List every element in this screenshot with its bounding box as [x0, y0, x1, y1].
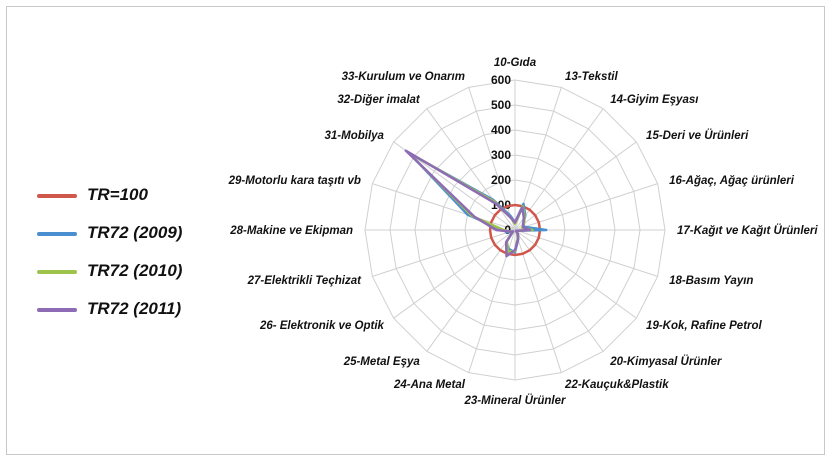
legend-label: TR72 (2009)	[87, 223, 183, 242]
category-label: 29-Motorlu kara taşıtı vb	[228, 175, 361, 187]
category-label: 20-Kimyasal Ürünler	[609, 355, 722, 368]
category-label: 27-Elektrikli Teçhizat	[247, 275, 363, 287]
category-label: 26- Elektronik ve Optik	[259, 320, 385, 332]
legend-swatch	[37, 270, 77, 274]
category-label: 15-Deri ve Ürünleri	[646, 129, 749, 142]
category-label: 17-Kağıt ve Kağıt Ürünleri	[677, 224, 818, 237]
grid-spoke	[514, 141, 637, 231]
category-label: 33-Kurulum ve Onarım	[342, 71, 465, 83]
category-label: 13-Tekstil	[565, 71, 618, 83]
grid-spoke	[426, 229, 516, 352]
category-label: 24-Ana Metal	[393, 379, 466, 391]
category-label: 22-Kauçuk&Plastik	[564, 379, 669, 391]
r-tick-label: 600	[491, 73, 511, 87]
r-tick-label: 200	[491, 173, 511, 187]
legend-label: TR72 (2010)	[87, 261, 183, 280]
grid-spoke	[514, 108, 604, 231]
legend-label: TR=100	[87, 185, 148, 204]
category-label: 31-Mobilya	[325, 130, 385, 142]
category-label: 28-Makine ve Ekipman	[229, 225, 353, 237]
legend-swatch	[37, 232, 77, 236]
category-label: 16-Ağaç, Ağaç ürünleri	[669, 175, 795, 187]
radar-chart: 010020030040050060010-Gıda13-Tekstil14-G…	[228, 57, 819, 407]
r-tick-label: 400	[491, 123, 511, 137]
r-tick-label: 300	[491, 148, 511, 162]
category-label: 18-Basım Yayın	[669, 275, 753, 287]
legend-swatch	[37, 194, 77, 198]
grid-spoke	[514, 229, 604, 352]
category-label: 14-Giyim Eşyası	[610, 94, 698, 106]
series-line	[488, 203, 542, 257]
legend-label: TR72 (2011)	[87, 299, 182, 318]
category-label: 19-Kok, Rafine Petrol	[646, 320, 762, 332]
r-tick-label: 500	[491, 98, 511, 112]
chart-area: 0 100 200 300 400 500 600 10-Gıda 13-Tekstil 14-G…	[6, 6, 825, 455]
series-line	[404, 149, 532, 258]
legend-swatch	[37, 308, 77, 312]
category-label: 25-Metal Eşya	[343, 356, 421, 368]
grid-spoke	[393, 229, 516, 319]
category-label: 23-Mineral Ürünler	[464, 394, 566, 407]
grid-spoke	[514, 229, 637, 319]
category-label: 32-Diğer imalat	[337, 94, 421, 106]
category-label: 10-Gıda	[494, 57, 537, 69]
